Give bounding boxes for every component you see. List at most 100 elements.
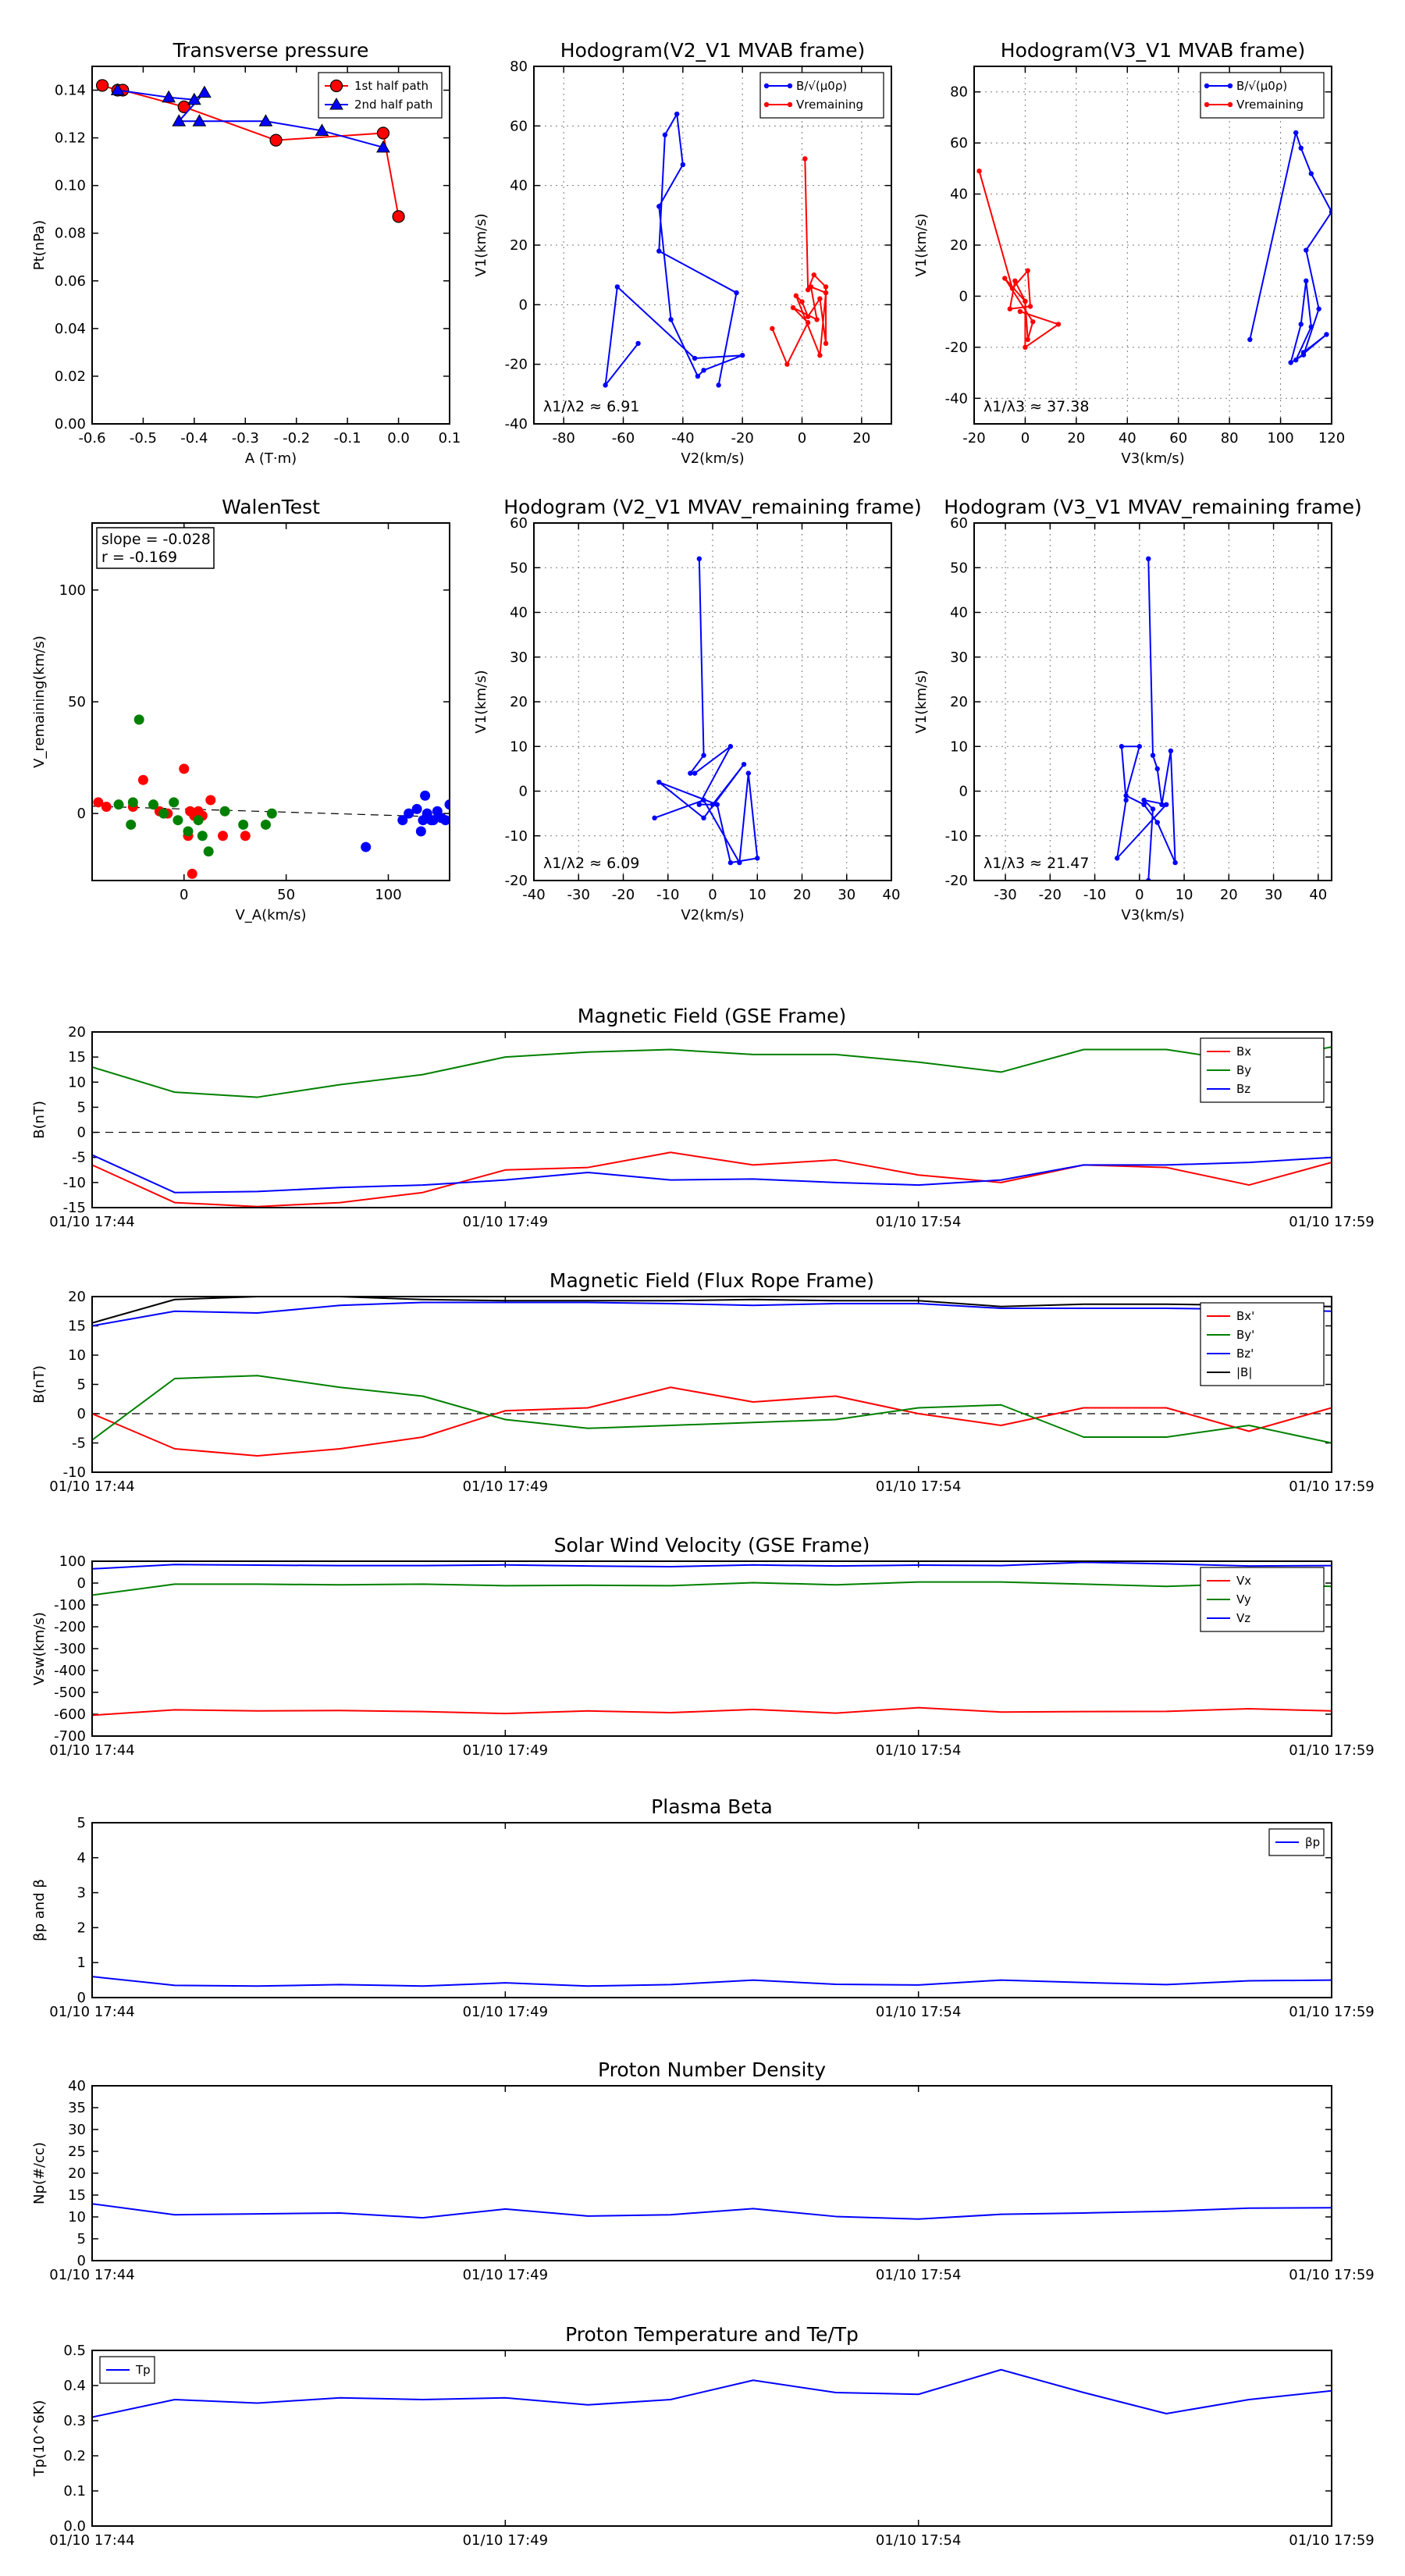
plot-frame — [91, 1296, 1332, 1473]
y-tick-label: 0.0 — [63, 2518, 86, 2535]
x-tick-label: 01/10 17:59 — [1289, 2004, 1374, 2020]
y-tick-label: -5 — [72, 1436, 86, 1452]
y-tick-label: 20 — [950, 694, 968, 710]
series-1-point — [158, 808, 169, 819]
series-2-point — [428, 815, 439, 826]
y-axis-label: Vsw(km/s) — [31, 1612, 48, 1685]
series-vremaining-point — [802, 156, 808, 162]
x-tick-label: 01/10 17:54 — [876, 2532, 961, 2549]
legend: 1st half path 2nd half path — [318, 72, 443, 119]
plot-area — [92, 1046, 1332, 1208]
plot-area — [92, 1297, 1332, 1457]
legend-label: Bx' — [1236, 1309, 1254, 1323]
series-vremaining-point — [808, 284, 814, 290]
legend-marker — [1204, 83, 1210, 89]
x-tick-label: 50 — [277, 887, 295, 903]
series-0-point — [1146, 556, 1151, 561]
series-bx-line — [92, 1386, 1332, 1457]
series-b-0-point — [1298, 322, 1304, 327]
y-axis-label: Pt(nPa) — [31, 220, 48, 270]
y-tick-label: 10 — [950, 738, 968, 755]
series-0-point — [701, 797, 706, 803]
y-tick-label: 80 — [510, 59, 528, 75]
y-tick-label: 0.14 — [55, 83, 86, 99]
chart-title: Magnetic Field (Flux Rope Frame) — [550, 1269, 874, 1292]
series-1-point — [260, 819, 271, 830]
series-0-point — [741, 761, 747, 767]
series-b-0-point — [635, 340, 641, 347]
y-tick-label: 40 — [510, 178, 528, 194]
x-tick-label: 40 — [1119, 430, 1136, 447]
y-tick-label: 40 — [68, 2078, 86, 2094]
chart-title: Plasma Beta — [651, 1795, 773, 1818]
series-1-point — [203, 846, 214, 857]
series-b-0-point — [1308, 171, 1314, 176]
series-b-0-point — [1298, 145, 1304, 151]
x-tick-label: 30 — [1264, 887, 1282, 903]
legend-label: βp — [1305, 1835, 1320, 1849]
chart-hodogram-v3-v1-mvav: Hodogram (V3_V1 MVAV_remaining frame) -20… — [913, 496, 1362, 923]
y-tick-label: 5 — [77, 2231, 86, 2247]
y-tick-label: -40 — [945, 390, 968, 407]
y-tick-label: 30 — [510, 649, 528, 666]
y-tick-label: -40 — [505, 416, 528, 432]
x-tick-label: 30 — [838, 887, 855, 903]
plot-frame — [91, 522, 450, 881]
y-axis-label: V_remaining(km/s) — [31, 635, 48, 768]
series-2-point — [420, 790, 431, 801]
chart-title: Hodogram(V2_V1 MVAB frame) — [560, 39, 865, 62]
series-1-point — [113, 799, 124, 810]
legend-marker — [1227, 83, 1233, 89]
chart-magnetic-field-gse: Magnetic Field (GSE Frame) -15 -10 -5 0 5 10 15… — [31, 1005, 1375, 1230]
legend-label: Vz — [1236, 1611, 1250, 1625]
y-tick-label: 10 — [68, 2209, 86, 2226]
x-tick-label: 40 — [883, 887, 901, 903]
plot-frame — [91, 66, 450, 425]
chart-title: Hodogram(V3_V1 MVAB frame) — [1001, 39, 1305, 62]
series-2nd-half-path-point — [376, 140, 390, 153]
series-1st-half-path-point — [392, 210, 405, 223]
series-vremaining-point — [1023, 298, 1028, 304]
annotation-text: λ1/λ3 ≈ 37.38 — [984, 398, 1089, 415]
chart-transverse-pressure: Transverse pressure 0.00 0.02 0.04 0.06 0.08 0… — [31, 39, 461, 467]
series-b-0-point — [739, 353, 745, 358]
y-tick-label: 5 — [77, 1099, 86, 1115]
legend-label: Vremaining — [796, 98, 863, 112]
x-tick-label: -20 — [962, 430, 985, 447]
chart-proton-number-density: Proton Number Density 0 5 10 15 20 25 30 35 40 01/… — [31, 2058, 1375, 2283]
y-axis-label: Np(#/cc) — [31, 2142, 48, 2204]
series-0-point — [1150, 806, 1156, 812]
y-tick-label: 0.2 — [63, 2448, 86, 2464]
x-tick-label: -30 — [994, 887, 1016, 903]
series-b-0-point — [734, 290, 739, 296]
series-0-point — [1172, 859, 1178, 866]
plot-frame — [91, 1822, 1332, 1998]
x-tick-label: -0.4 — [180, 430, 208, 447]
y-tick-label: -10 — [945, 828, 968, 845]
legend-label: 1st half path — [354, 79, 429, 93]
x-tick-label: 01/10 17:59 — [1289, 2267, 1374, 2283]
series-b-0-point — [656, 204, 662, 209]
legend-label: Vx — [1236, 1574, 1251, 1588]
x-tick-label: 100 — [375, 887, 401, 903]
series-0-point — [205, 795, 216, 806]
chart-plasma-beta: Plasma Beta 0 1 2 3 4 5 01/10 17:44 01/10 17:49 0… — [31, 1795, 1375, 2020]
series-0-point — [1141, 802, 1147, 807]
y-tick-label: 5 — [77, 1377, 86, 1393]
series-0-point — [701, 815, 706, 821]
y-tick-label: 0.12 — [55, 130, 86, 147]
series-0-point — [714, 802, 720, 807]
series-b-0-point — [695, 373, 701, 379]
y-tick-label: 5 — [77, 1815, 86, 1831]
series-0-point — [656, 779, 662, 785]
x-tick-label: 20 — [1220, 887, 1238, 903]
series-vremaining-point — [1002, 276, 1008, 281]
x-axis-label: V2(km/s) — [681, 907, 744, 923]
series-b-0-point — [674, 111, 680, 117]
x-tick-label: 01/10 17:49 — [463, 2004, 548, 2020]
x-tick-label: 60 — [1169, 430, 1187, 447]
series-0-point — [727, 859, 734, 866]
y-tick-label: -700 — [54, 1728, 86, 1745]
series-0-point — [688, 770, 693, 776]
series-vremaining-point — [805, 320, 811, 326]
